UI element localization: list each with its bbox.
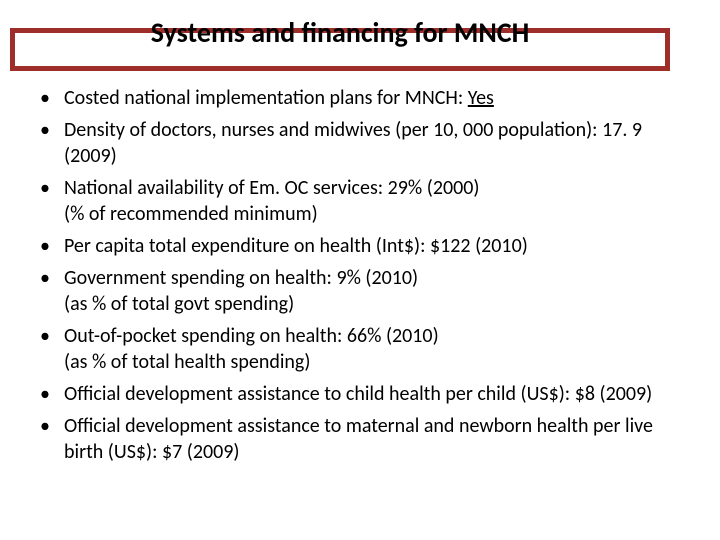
- bullet-item: Per capita total expenditure on health (…: [36, 233, 686, 259]
- bullet-note: (as % of total health spending): [64, 350, 310, 374]
- bullet-list: Costed national implementation plans for…: [36, 85, 686, 465]
- bullet-note: (% of recommended minimum): [64, 202, 318, 226]
- bullet-year: (2009): [187, 440, 240, 464]
- bullet-year: (2009): [600, 382, 653, 406]
- bullet-item: Out-of-pocket spending on health: 66% (2…: [36, 323, 686, 375]
- bullet-label: Official development assistance to child…: [64, 382, 570, 406]
- bullet-value: 9%: [336, 266, 360, 290]
- bullet-value: 66%: [347, 324, 382, 348]
- bullet-value: 17. 9: [602, 118, 642, 142]
- bullet-year: (2010): [475, 234, 528, 258]
- bullet-item: Official development assistance to mater…: [36, 413, 686, 465]
- bullet-year: (2000): [427, 176, 480, 200]
- bullet-label: Government spending on health:: [64, 266, 332, 290]
- bullet-label: National availability of Em. OC services…: [64, 176, 383, 200]
- title-bar: Systems and financing for MNCH: [55, 8, 625, 56]
- bullet-note: (as % of total govt spending): [64, 292, 294, 316]
- bullet-value: 29%: [388, 176, 423, 200]
- content-area: Costed national implementation plans for…: [36, 85, 686, 471]
- bullet-year: (2010): [386, 324, 439, 348]
- bullet-value: $8: [575, 382, 595, 406]
- bullet-item: Government spending on health: 9% (2010)…: [36, 265, 686, 317]
- bullet-label: Density of doctors, nurses and midwives …: [64, 118, 598, 142]
- bullet-label: Costed national implementation plans for…: [64, 86, 463, 110]
- bullet-item: Official development assistance to child…: [36, 381, 686, 407]
- bullet-item: Costed national implementation plans for…: [36, 85, 686, 111]
- bullet-value: Yes: [468, 86, 494, 110]
- bullet-item: Density of doctors, nurses and midwives …: [36, 117, 686, 169]
- bullet-label: Official development assistance to mater…: [64, 414, 653, 464]
- bullet-label: Out-of-pocket spending on health:: [64, 324, 342, 348]
- bullet-year: (2010): [365, 266, 418, 290]
- bullet-item: National availability of Em. OC services…: [36, 175, 686, 227]
- page-title: Systems and financing for MNCH: [151, 15, 530, 50]
- bullet-value: $122: [430, 234, 471, 258]
- bullet-year: (2009): [64, 144, 117, 168]
- bullet-value: $7: [162, 440, 182, 464]
- bullet-label: Per capita total expenditure on health (…: [64, 234, 425, 258]
